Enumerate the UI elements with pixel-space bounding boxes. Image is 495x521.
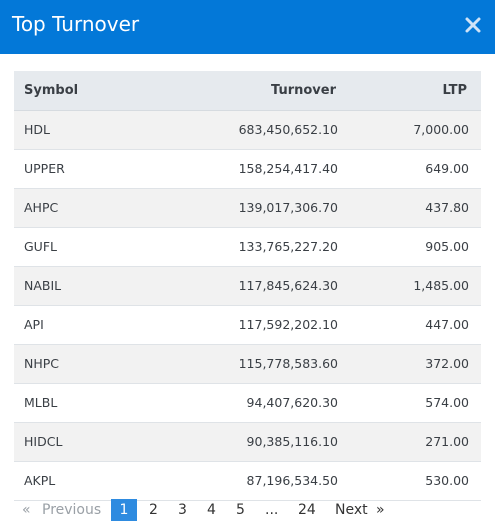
symbol-cell[interactable]: NABIL — [24, 278, 62, 293]
dialog-title: Top Turnover — [12, 12, 140, 36]
turnover-cell: 117,845,624.30 — [238, 278, 338, 293]
symbol-cell[interactable]: AKPL — [24, 473, 56, 488]
ltp-cell: 271.00 — [425, 434, 469, 449]
table-row: MLBL 94,407,620.30 574.00 — [14, 384, 481, 423]
pagination-page-1[interactable]: 1 — [111, 499, 137, 521]
symbol-cell[interactable]: AHPC — [24, 200, 59, 215]
table-row: UPPER 158,254,417.40 649.00 — [14, 150, 481, 189]
turnover-cell: 683,450,652.10 — [238, 122, 338, 137]
ltp-cell: 7,000.00 — [413, 122, 469, 137]
symbol-cell[interactable]: API — [24, 317, 44, 332]
table-row: AKPL 87,196,534.50 530.00 — [14, 462, 481, 501]
column-header-symbol[interactable]: Symbol — [24, 83, 79, 98]
symbol-cell[interactable]: HDL — [24, 122, 50, 137]
turnover-cell: 158,254,417.40 — [238, 161, 338, 176]
pagination-page-3[interactable]: 3 — [178, 502, 187, 518]
turnover-cell: 94,407,620.30 — [246, 395, 338, 410]
ltp-cell: 437.80 — [425, 200, 469, 215]
pagination-page-2[interactable]: 2 — [149, 502, 158, 518]
turnover-cell: 115,778,583.60 — [238, 356, 338, 371]
pagination-page-4[interactable]: 4 — [207, 502, 216, 518]
pagination-next[interactable]: Next — [335, 502, 368, 518]
ltp-cell: 905.00 — [425, 239, 469, 254]
table-header: Symbol Turnover LTP — [14, 71, 481, 111]
column-header-ltp[interactable]: LTP — [442, 83, 467, 98]
ltp-cell: 574.00 — [425, 395, 469, 410]
ltp-cell: 372.00 — [425, 356, 469, 371]
column-header-turnover[interactable]: Turnover — [271, 83, 336, 98]
symbol-cell[interactable]: HIDCL — [24, 434, 63, 449]
table-row: GUFL 133,765,227.20 905.00 — [14, 228, 481, 267]
ltp-cell: 530.00 — [425, 473, 469, 488]
turnover-table: Symbol Turnover LTP HDL 683,450,652.10 7… — [14, 71, 481, 501]
symbol-cell[interactable]: NHPC — [24, 356, 60, 371]
pagination-previous: Previous — [42, 502, 102, 518]
pagination-page-5[interactable]: 5 — [236, 502, 245, 518]
table-row: NABIL 117,845,624.30 1,485.00 — [14, 267, 481, 306]
ltp-cell: 1,485.00 — [413, 278, 469, 293]
turnover-cell: 117,592,202.10 — [238, 317, 338, 332]
turnover-cell: 139,017,306.70 — [238, 200, 338, 215]
ltp-cell: 447.00 — [425, 317, 469, 332]
table-row: API 117,592,202.10 447.00 — [14, 306, 481, 345]
pagination-page-24[interactable]: 24 — [298, 502, 316, 518]
turnover-cell: 87,196,534.50 — [246, 473, 338, 488]
dialog-header: Top Turnover — [0, 0, 495, 54]
pagination-first: « — [22, 502, 31, 518]
turnover-cell: 133,765,227.20 — [238, 239, 338, 254]
symbol-cell[interactable]: GUFL — [24, 239, 57, 254]
table-row: HDL 683,450,652.10 7,000.00 — [14, 111, 481, 150]
table-row: AHPC 139,017,306.70 437.80 — [14, 189, 481, 228]
table-row: HIDCL 90,385,116.10 271.00 — [14, 423, 481, 462]
turnover-cell: 90,385,116.10 — [246, 434, 338, 449]
pagination-last[interactable]: » — [376, 502, 385, 518]
close-icon[interactable] — [461, 12, 485, 38]
ltp-cell: 649.00 — [425, 161, 469, 176]
pagination-ellipsis: ... — [265, 502, 279, 518]
table-row: NHPC 115,778,583.60 372.00 — [14, 345, 481, 384]
symbol-cell[interactable]: MLBL — [24, 395, 58, 410]
symbol-cell[interactable]: UPPER — [24, 161, 65, 176]
